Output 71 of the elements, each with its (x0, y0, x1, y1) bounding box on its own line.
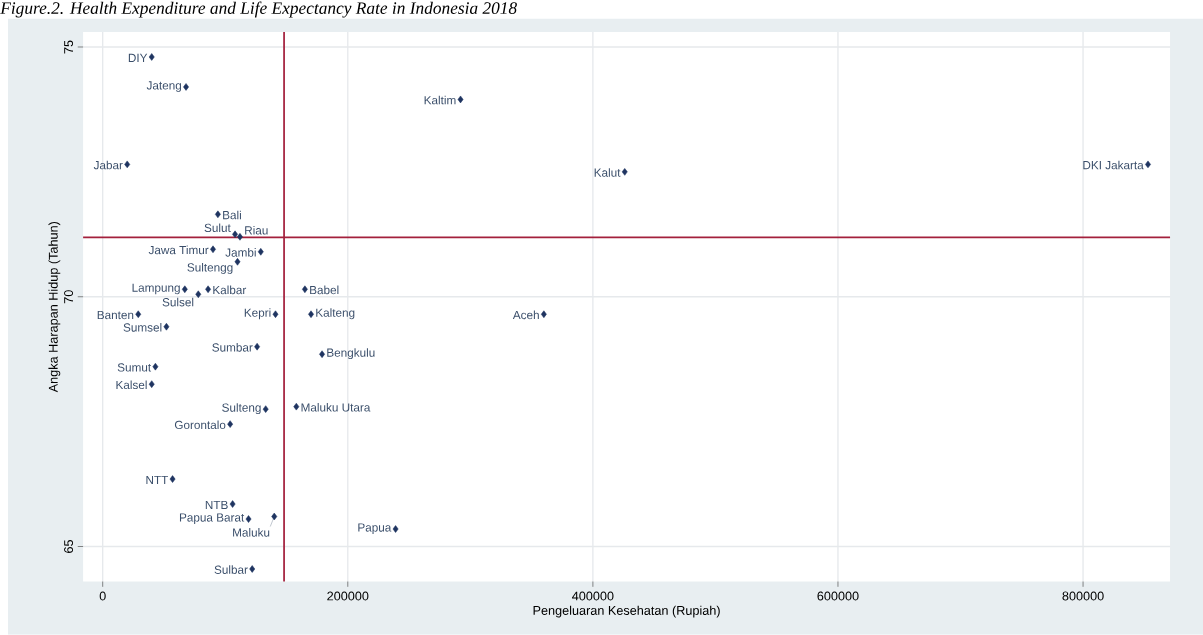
annotation: Sulsel (162, 297, 194, 307)
point (293, 402, 300, 411)
annotation: Sultengg (187, 263, 233, 274)
annotation: Kalut (594, 168, 621, 177)
point (254, 343, 260, 351)
point (152, 363, 159, 371)
annotation: Jawa Timur (148, 245, 209, 255)
annotation: Kepri (244, 308, 271, 320)
annotation: Banten (97, 311, 134, 320)
x-axis-title: Pengeluaran Kesehatan (Rupiah) (533, 605, 720, 618)
chart-title: Figure.2. Health Expenditure and Life Expectancy Rate in Indonesia 2018 (0, 1, 517, 18)
x-tick-label: 200000 (327, 591, 369, 601)
annotation: Babel (310, 285, 339, 295)
annotation: Sumsel (123, 323, 162, 332)
annotation: NTT (146, 476, 169, 485)
annotation: Jateng (146, 81, 182, 92)
point (272, 310, 279, 319)
x-tick-label: 0 (99, 591, 106, 601)
point (392, 525, 399, 533)
annotation: Lampung (132, 283, 180, 295)
annotation: Sumut (117, 363, 152, 372)
point (234, 258, 241, 266)
y-tick-label: 65 (64, 540, 74, 553)
annotation: Sulut (204, 223, 231, 233)
point (540, 310, 547, 319)
point (457, 95, 464, 104)
point (262, 405, 269, 413)
annotation: Kaltim (424, 95, 456, 105)
annotation: Papua (358, 523, 392, 535)
point (245, 515, 252, 523)
annotation: Jabar (93, 160, 123, 170)
point (124, 160, 131, 169)
annotation: Papua Barat (179, 513, 245, 525)
point (229, 500, 236, 508)
annotation: Bali (223, 210, 241, 220)
annotation: Kalbar (213, 285, 247, 295)
annotation: Maluku (233, 528, 270, 537)
y-axis-title: Angka Harapan Hidup (Tahun) (48, 222, 61, 393)
annotation: Jambi (225, 248, 256, 257)
x-tick-label: 400000 (572, 591, 614, 601)
y-tick-label: 75 (64, 40, 74, 54)
annotation: Aceh (512, 310, 539, 320)
point (257, 248, 264, 256)
point (169, 475, 176, 483)
point (163, 323, 170, 331)
annotation: DKI Jakarta (1083, 160, 1144, 170)
annotation: DIY (128, 53, 148, 62)
point (148, 380, 155, 388)
annotation: Sulteng (222, 403, 261, 415)
annotation: Bengkulu (327, 348, 375, 360)
point (148, 53, 155, 61)
annotation: Maluku Utara (301, 403, 371, 412)
x-tick-label: 800000 (1062, 591, 1104, 601)
point (271, 512, 278, 521)
point (195, 290, 202, 299)
annotation: Sumbar (212, 343, 253, 352)
point (227, 420, 234, 428)
point (181, 285, 188, 294)
point (237, 233, 243, 241)
annotation: Riau (245, 225, 268, 235)
point (249, 565, 256, 573)
annotation: Gorontalo (174, 420, 226, 430)
point (183, 83, 189, 91)
point (135, 310, 142, 319)
annotation: NTB (205, 500, 228, 510)
point (621, 168, 628, 176)
annotation: Sulbar (214, 565, 248, 574)
annotation: Kalsel (116, 380, 147, 390)
x-tick-label: 600000 (817, 591, 859, 601)
y-tick-label: 70 (64, 290, 74, 304)
annotation: Kalteng (316, 308, 355, 320)
